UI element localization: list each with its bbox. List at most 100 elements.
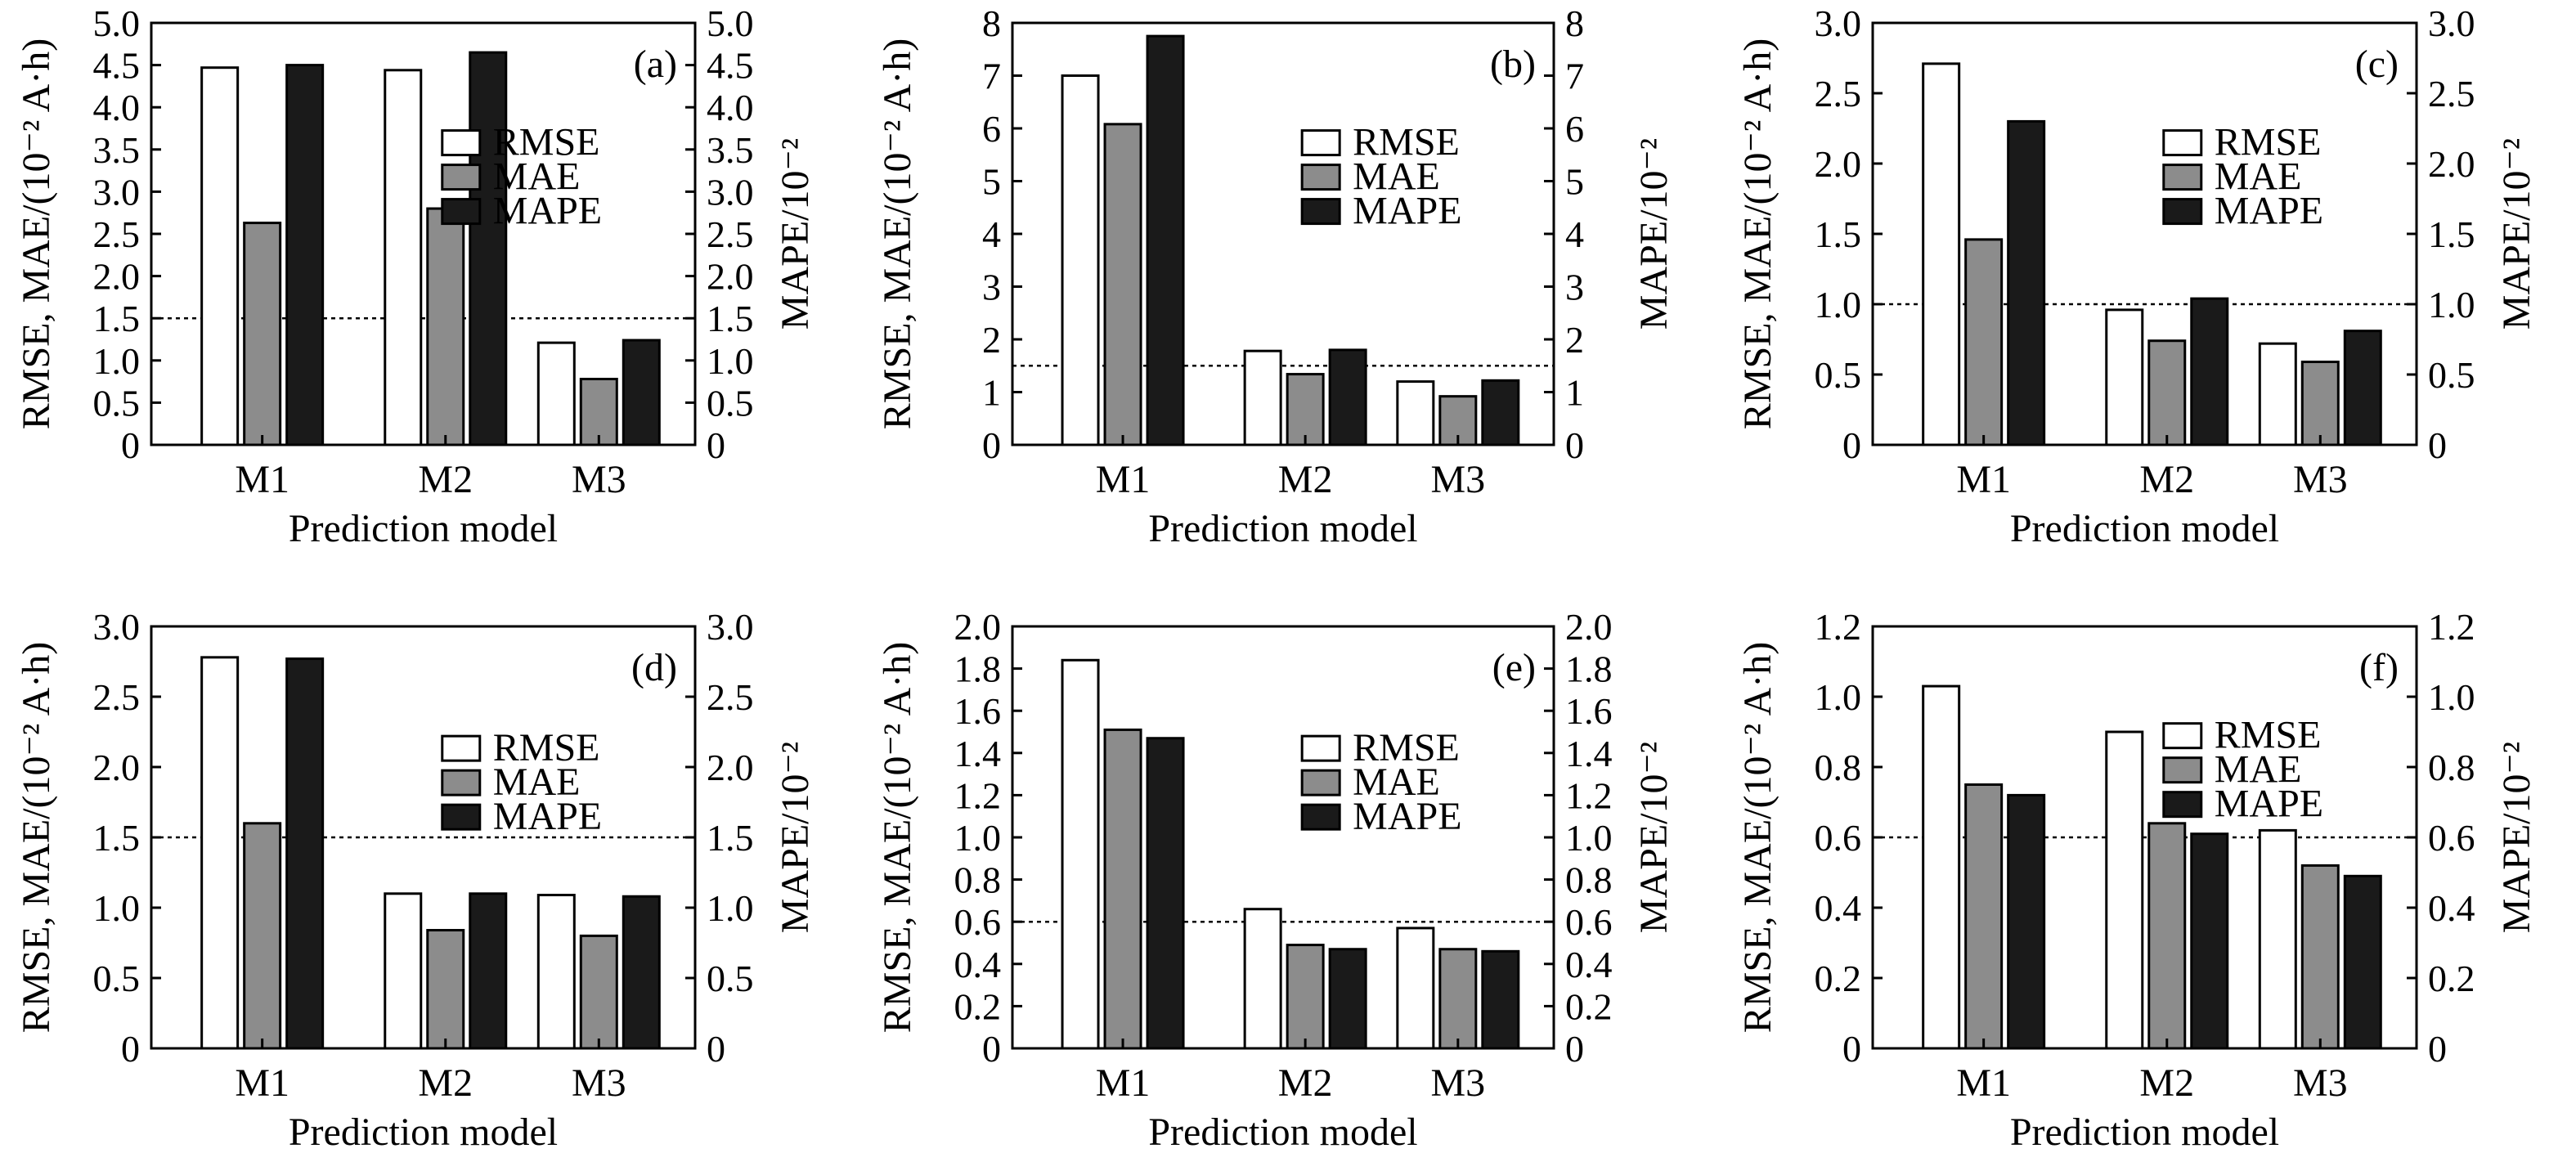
legend-swatch-rmse [1300, 129, 1341, 157]
y-tick-label: 1.0 [93, 340, 141, 382]
bar-rmse-m3 [2258, 828, 2297, 1050]
panel-label: (e) [1492, 646, 1536, 689]
bar-mape-m2 [469, 892, 508, 1050]
y-axis-label: RMSE, MAE/(10⁻² A·h) [876, 38, 919, 429]
bar-rmse-m2 [384, 69, 423, 446]
bar-mae-m3 [2300, 864, 2340, 1050]
y-axis-label: RMSE, MAE/(10⁻² A·h) [15, 642, 58, 1033]
bar-mae-m1 [1964, 238, 2004, 446]
x-tick-label: M2 [1278, 458, 1333, 501]
y-tick-label: 1.5 [1815, 213, 1862, 255]
y2-axis-label: MAPE/10⁻² [774, 742, 817, 933]
y-tick-label: 0.5 [93, 958, 141, 999]
x-tick-label: M2 [418, 1061, 473, 1105]
y-axis-label: RMSE, MAE/(10⁻² A·h) [876, 642, 919, 1033]
y2-tick-label: 3.0 [707, 606, 754, 648]
chart-panel-c: 0 0 0.5 0.5 1.0 1.0 1.5 1.5 2.0 2.0 2.5 2.5 3.0 3.0 M1… [1736, 2, 2538, 550]
x-tick-label: M2 [418, 458, 473, 501]
y-tick-label: 2.5 [93, 213, 141, 255]
legend-label-mae: MAE [1353, 155, 1440, 199]
bar-mape-m3 [2343, 874, 2382, 1050]
bar-rmse-m3 [2258, 342, 2297, 446]
legend-label-rmse: RMSE [1353, 726, 1460, 769]
y2-tick-label: 1.2 [2428, 606, 2475, 648]
bar-mae-m3 [1438, 948, 1478, 1050]
y-tick-label: 4.5 [93, 45, 141, 87]
x-axis-label: Prediction model [1148, 507, 1417, 550]
y-tick-label: 3.5 [93, 129, 141, 171]
legend-label-mape: MAPE [493, 795, 602, 838]
y2-tick-label: 2.0 [707, 747, 754, 788]
legend-label-mape: MAPE [493, 190, 602, 233]
bar-mape-m1 [1146, 34, 1185, 446]
y-tick-label: 1.0 [1815, 284, 1862, 325]
y-tick-label: 1.8 [954, 648, 1002, 690]
legend-swatch-rmse [2162, 722, 2203, 750]
y2-tick-label: 0 [707, 1028, 725, 1070]
bar-rmse-m3 [1396, 380, 1435, 446]
x-tick-label: M2 [1278, 1061, 1333, 1105]
bar-mape-m3 [622, 339, 661, 446]
bar-rmse-m1 [1922, 62, 1961, 446]
y2-tick-label: 0.5 [2428, 354, 2475, 396]
y-tick-label: 2.0 [93, 256, 141, 298]
x-tick-label: M3 [2293, 1061, 2348, 1105]
panel-label: (a) [634, 43, 677, 86]
bar-mape-m3 [1481, 379, 1520, 446]
y2-tick-label: 0.6 [2428, 817, 2475, 859]
bar-mape-m1 [2007, 119, 2046, 446]
y2-tick-label: 1.0 [1565, 817, 1613, 859]
y-tick-label: 2.0 [93, 747, 141, 788]
y-tick-label: 0.8 [1815, 747, 1862, 788]
y2-tick-label: 1.8 [1565, 648, 1613, 690]
y-tick-label: 1.0 [93, 887, 141, 929]
y2-tick-label: 3.0 [2428, 2, 2475, 44]
chart-panel-d: 0 0 0.5 0.5 1.0 1.0 1.5 1.5 2.0 2.0 2.5 2.5 3.0 3.0 M1… [15, 606, 817, 1154]
bar-rmse-m1 [200, 656, 240, 1050]
legend-swatch-mae [1300, 769, 1341, 796]
legend-swatch-mae [1300, 164, 1341, 191]
x-tick-label: M1 [1956, 458, 2011, 501]
y2-tick-label: 0.5 [707, 382, 754, 424]
y2-tick-label: 1.5 [2428, 213, 2475, 255]
y-axis-label: RMSE, MAE/(10⁻² A·h) [1736, 642, 1779, 1033]
panel-label: (f) [2359, 646, 2399, 689]
bar-mape-m2 [1328, 348, 1367, 446]
y-tick-label: 0 [121, 424, 140, 466]
legend-label-mae: MAE [2215, 748, 2302, 792]
x-axis-label: Prediction model [289, 1110, 558, 1154]
y2-tick-label: 8 [1565, 2, 1584, 44]
bar-rmse-m2 [2105, 308, 2144, 446]
y-tick-label: 0 [982, 1028, 1001, 1070]
panel-label: (b) [1490, 43, 1536, 86]
y-tick-label: 8 [982, 2, 1001, 44]
legend-label-rmse: RMSE [1353, 121, 1460, 164]
legend-label-mape: MAPE [1353, 795, 1461, 838]
y2-tick-label: 2.0 [2428, 143, 2475, 185]
y2-tick-label: 7 [1565, 56, 1584, 97]
legend-swatch-mae [441, 164, 482, 191]
bar-rmse-m3 [536, 894, 576, 1050]
y2-tick-label: 0.6 [1565, 901, 1613, 943]
bar-mae-m2 [1286, 373, 1325, 446]
y-tick-label: 6 [982, 108, 1001, 150]
y2-tick-label: 1.0 [2428, 676, 2475, 718]
y2-tick-label: 4 [1565, 213, 1584, 255]
y-tick-label: 1.0 [1815, 676, 1862, 718]
y2-axis-label: MAPE/10⁻² [774, 138, 817, 330]
bar-mae-m2 [2147, 339, 2187, 446]
y2-tick-label: 0 [2428, 1028, 2447, 1070]
legend-swatch-mape [2162, 791, 2203, 819]
y2-axis-label: MAPE/10⁻² [1632, 138, 1676, 330]
y-tick-label: 5 [982, 161, 1001, 203]
y2-tick-label: 4.0 [707, 87, 754, 128]
bar-mape-m1 [2007, 793, 2046, 1050]
y2-tick-label: 1.2 [1565, 774, 1613, 816]
legend-label-rmse: RMSE [2215, 714, 2322, 757]
legend-label-rmse: RMSE [493, 121, 600, 164]
legend-label-mape: MAPE [1353, 190, 1461, 233]
bar-mape-m3 [1481, 949, 1520, 1050]
bar-mape-m1 [285, 64, 325, 446]
x-axis-label: Prediction model [2010, 1110, 2279, 1154]
